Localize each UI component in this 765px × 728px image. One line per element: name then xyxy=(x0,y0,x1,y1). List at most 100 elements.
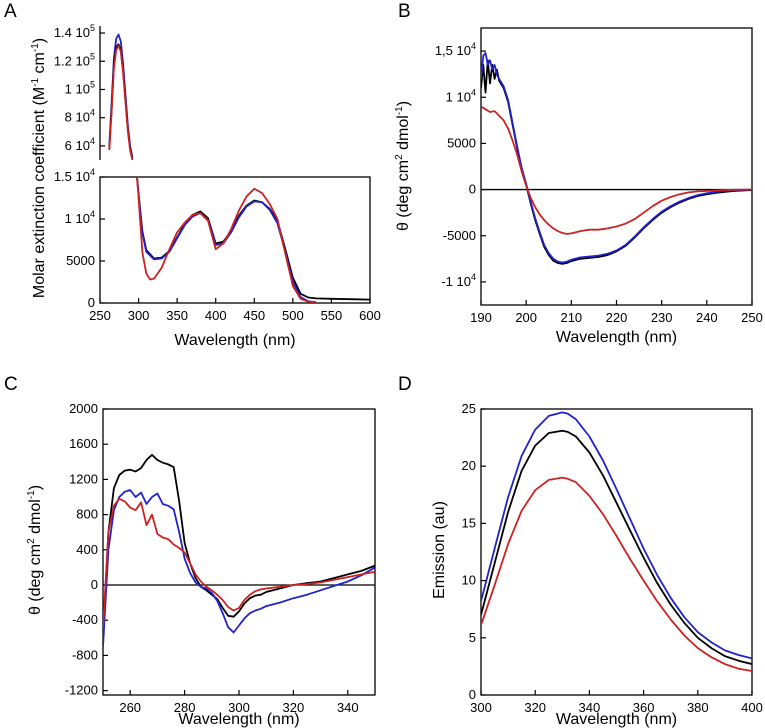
x-tick-label: 250 xyxy=(89,308,111,323)
panel-c-series xyxy=(103,453,375,647)
x-tick-label: 350 xyxy=(166,308,188,323)
y-tick-label-base: 20 xyxy=(462,458,476,473)
x-tick-label: 220 xyxy=(606,310,628,325)
panel-a-lower-y-tick-label: 0 xyxy=(88,295,95,310)
panel-b-y-axis-label: θ (deg cm2 dmol-1) xyxy=(394,101,412,231)
x-tick-label: 280 xyxy=(174,700,196,715)
x-tick-label: 250 xyxy=(741,310,763,325)
y-tick-label-exponent: 5 xyxy=(90,23,95,33)
y-tick-label-base: 1 10 xyxy=(446,89,471,104)
panel-a-lower-series-red xyxy=(136,177,317,303)
panel-b-y-tick-label: 5000 xyxy=(447,135,476,150)
y-tick-label-base: -800 xyxy=(72,647,98,662)
panel-c-frame xyxy=(102,408,376,696)
panel-b-y-tick-label: -5000 xyxy=(443,228,476,243)
x-tick-label: 210 xyxy=(560,310,582,325)
x-axis-label: Wavelength (nm) xyxy=(174,332,295,349)
panel-d-series-blue xyxy=(481,411,752,660)
y-tick-label-exponent: 4 xyxy=(90,209,95,219)
panel-c-series-black xyxy=(103,453,375,638)
y-axis-label-part: dmol xyxy=(27,499,44,538)
panel-a-lower-series xyxy=(136,177,370,303)
x-tick-label: 340 xyxy=(579,700,601,715)
x-tick-label: 300 xyxy=(128,308,150,323)
x-axis-label: Wavelength (nm) xyxy=(178,711,299,728)
y-tick-label-exponent: 5 xyxy=(90,79,95,89)
x-tick-label: 450 xyxy=(243,308,265,323)
y-axis-label-part: ) xyxy=(395,101,412,106)
y-tick-label-base: 1.2 10 xyxy=(54,53,90,68)
y-tick-label-base: -5000 xyxy=(443,228,476,243)
y-tick-label-base: 15 xyxy=(462,515,476,530)
panel-d-frame xyxy=(480,408,753,696)
y-tick-label-base: 25 xyxy=(462,401,476,416)
y-tick-label-exponent: 5 xyxy=(90,51,95,61)
panel-d-y-tick-label: 15 xyxy=(462,515,476,530)
y-tick-label-base: -1 10 xyxy=(441,274,471,289)
y-axis-label-part: θ (deg cm xyxy=(27,544,44,615)
x-tick-label: 600 xyxy=(359,308,381,323)
x-tick-label: 230 xyxy=(651,310,673,325)
x-tick-label: 360 xyxy=(633,700,655,715)
panel-c-y-tick-label: -800 xyxy=(72,647,98,662)
panel-a-upper-series-red xyxy=(108,44,134,161)
x-tick-label: 340 xyxy=(337,700,359,715)
panel-a-upper-y-tick-label: 1.4 105 xyxy=(54,23,95,40)
panel-letter-c: C xyxy=(4,374,18,395)
x-tick-label: 400 xyxy=(205,308,227,323)
panel-b-series-black xyxy=(481,59,752,265)
x-tick-label: 380 xyxy=(687,700,709,715)
panel-a-y-axis-label: Molar extinction coefficient (M-1 cm-1) xyxy=(30,38,48,298)
panel-d-y-tick-label: 20 xyxy=(462,458,476,473)
y-tick-label-base: 400 xyxy=(76,542,98,557)
panel-c-y-tick-label: 1200 xyxy=(69,471,98,486)
y-axis-label-superscript: -1 xyxy=(394,106,405,115)
panel-a-upper-y-tick-label: 1 105 xyxy=(65,79,95,96)
panel-a-lower-y-tick-label: 1.5 104 xyxy=(54,167,95,184)
panel-a-lower-y-tick-label: 1 104 xyxy=(65,209,95,226)
y-tick-label-base: 1600 xyxy=(69,436,98,451)
panel-d-y-axis-label: Emission (au) xyxy=(431,501,448,599)
y-tick-label-base: 6 10 xyxy=(65,138,90,153)
panel-d-y-tick-label: 0 xyxy=(469,687,476,702)
y-axis-label-superscript: 2 xyxy=(26,538,37,544)
x-tick-label: 200 xyxy=(515,310,537,325)
panel-letter-d: D xyxy=(398,374,412,395)
panel-letter-a: A xyxy=(4,1,17,22)
chart-panel-d: 0 5 10 15 20 25 300 320 340 360 380 400 Wavelength (… xyxy=(431,401,763,728)
y-axis-label-superscript: 2 xyxy=(394,154,405,160)
panel-d-series xyxy=(481,411,752,672)
chart-panel-c: -1200 -800 -400 0 400 800 1200 1600 2000 260 280 30… xyxy=(26,401,376,728)
y-axis-label-part: cm xyxy=(31,52,48,78)
y-axis-label-part: Molar extinction coefficient (M xyxy=(31,87,48,298)
panel-d-y-tick-label: 10 xyxy=(462,573,476,588)
y-tick-label-base: 0 xyxy=(469,687,476,702)
y-tick-label-base: 1,5 10 xyxy=(435,43,471,58)
y-tick-label-exponent: 4 xyxy=(471,272,476,282)
panel-a-lower-frame xyxy=(99,176,371,304)
y-tick-label-base: -1200 xyxy=(65,683,98,698)
panel-b-series xyxy=(481,52,752,265)
x-axis-label: Wavelength (nm) xyxy=(556,329,677,346)
panel-b-y-tick-label: -1 104 xyxy=(441,272,476,289)
x-axis-label: Wavelength (nm) xyxy=(556,711,677,728)
x-tick-label: 320 xyxy=(524,700,546,715)
x-tick-label: 240 xyxy=(696,310,718,325)
y-tick-label-base: -400 xyxy=(72,612,98,627)
panel-a-upper-y-tick-label: 6 104 xyxy=(65,136,95,153)
panel-c-y-axis-label: θ (deg cm2 dmol-1) xyxy=(26,485,44,615)
y-axis-label-part: ) xyxy=(31,38,48,43)
y-tick-label-exponent: 4 xyxy=(90,108,95,118)
y-tick-label-exponent: 4 xyxy=(90,167,95,177)
panel-a-upper-y-tick-label: 1.2 105 xyxy=(54,51,95,68)
panel-b-y-tick-label: 0 xyxy=(469,182,476,197)
y-tick-label-base: 0 xyxy=(469,182,476,197)
y-axis-label-part: dmol xyxy=(395,115,412,154)
panel-c-y-tick-label: 2000 xyxy=(69,401,98,416)
panel-c-y-tick-label: -1200 xyxy=(65,683,98,698)
y-tick-label-exponent: 4 xyxy=(471,41,476,51)
panel-a-lower-y-tick-label: 5000 xyxy=(66,253,95,268)
